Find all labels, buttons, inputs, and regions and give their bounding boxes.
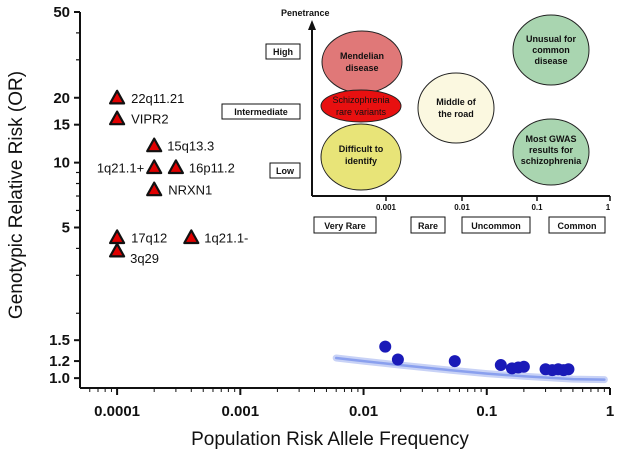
y-tick-label-15: 15 [53,117,70,134]
region-middle-of-the-road-line-2: the road [438,109,474,119]
x-tick-label-1: 1 [606,403,614,420]
y-tick-label-1-5: 1.5 [49,332,70,349]
gwas-point-7 [517,360,530,373]
y-tick-label-50: 50 [53,4,70,21]
cnv-marker-3q29 [108,242,126,258]
cnv-label-22q11-21: 22q11.21 [131,91,184,106]
inset-y-title: Penetrance [281,8,330,18]
y-axis: 1.01.2 1.5 5 10 15 20 50 [49,4,81,388]
inset-cat-very-rare: Very Rare [324,221,366,231]
y-tick-label-1-2: 1.2 [49,353,70,370]
region-most-gwas-results-line-1: Most GWAS [526,134,577,144]
region-schizophrenia-rare-variants: Schizophrenia rare variants [320,89,402,123]
x-tick-label-0-0001: 0.0001 [94,403,140,420]
gwas-point-1 [379,340,392,353]
cnv-marker-vipr2 [108,110,126,126]
y-tick-label-10: 10 [53,155,70,172]
region-unusual-for-common-disease-line-2: common [532,45,570,55]
region-most-gwas-results-shape [512,118,590,186]
cnv-marker-nrxn1 [146,181,163,197]
gwas-point-3 [448,355,461,368]
region-schizophrenia-rare-variants-shape [320,89,402,123]
region-difficult-to-identify-line-2: identify [345,156,377,166]
inset-cat-intermediate-box [221,103,301,120]
inset-tick-label-001: 0.01 [454,203,470,212]
penetrance-inset: Penetrance High Intermediate Low 0.001 0… [221,8,611,234]
region-difficult-to-identify-shape [320,123,402,191]
gwas-point-4 [494,359,507,372]
cnv-marker-22q11-21 [108,89,126,105]
region-unusual-for-common-disease-line-1: Unusual for [526,34,576,44]
cnv-label-16p11-2: 16p11.2 [189,160,235,175]
inset-cat-very-rare-box [313,216,377,234]
inset-cat-uncommon: Uncommon [471,221,521,231]
region-schizophrenia-rare-variants-line-2: rare variants [336,107,387,117]
x-tick-label-0-01: 0.01 [349,403,378,420]
region-unusual-for-common-disease-line-3: disease [534,56,567,66]
inset-cat-high: High [273,47,293,57]
inset-cat-intermediate: Intermediate [234,107,288,117]
region-mendelian-disease-line-1: Mendelian [340,51,384,61]
y-tick-label-5: 5 [62,220,70,237]
inset-cat-low: Low [276,166,295,176]
gwas-point-12 [562,363,575,376]
y-tick-label-20: 20 [53,90,70,107]
cnv-label-15q13-3: 15q13.3 [167,139,214,154]
inset-cat-uncommon-box [461,216,531,234]
cnv-points: 22q11.21 VIPR2 15q13.3 1q21.1+ 16p11.2 NRXN1 1… [97,89,248,266]
region-difficult-to-identify: Difficult to identify [320,123,402,191]
region-unusual-for-common-disease-shape [512,14,590,86]
inset-cat-common: Common [558,221,597,231]
region-middle-of-the-road: Middle of the road [417,72,495,144]
cnv-label-nrxn1: NRXN1 [168,183,212,198]
x-tick-label-0-1: 0.1 [476,403,497,420]
cnv-marker-1q21-1 [183,229,200,245]
inset-tick-label-0001: 0.001 [376,203,397,212]
inset-tick-label-1: 1 [606,203,611,212]
y-tick-label-1-0: 1.0 [49,370,70,387]
inset-cat-rare-box [410,216,446,234]
region-most-gwas-results-line-3: schizophrenia [521,156,583,166]
inset-cat-high-box [265,43,301,60]
region-schizophrenia-rare-variants-line-1: Schizophrenia [332,95,389,105]
cnv-label-17q12: 17q12 [131,230,167,245]
inset-tick-label-01: 0.1 [531,203,543,212]
region-difficult-to-identify-line-1: Difficult to [339,144,384,154]
inset-cat-rare: Rare [418,221,438,231]
region-mendelian-disease-shape [321,30,403,94]
cnv-marker-16p11-2 [167,159,184,175]
inset-cat-common-box [548,216,606,234]
cnv-label-3q29: 3q29 [130,251,159,266]
x-axis: 0.0001 0.001 0.01 0.1 1 [80,387,614,420]
threshold-curve [334,356,606,381]
cnv-label-vipr2: VIPR2 [131,112,169,127]
region-middle-of-the-road-shape [417,72,495,144]
cnv-marker-17q12 [108,229,126,245]
cnv-label-1q21-1: 1q21.1+ [97,160,144,175]
gwas-point-2 [391,353,404,366]
inset-cat-low-box [269,162,301,179]
region-middle-of-the-road-line-1: Middle of [436,97,476,107]
gwas-points [379,340,575,377]
cnv-marker-1q21-1 [146,159,163,175]
y-axis-title: Genotypic Relative Risk (OR) [6,71,27,319]
cnv-label-1q21-1: 1q21.1- [204,230,248,245]
x-axis-title: Population Risk Allele Frequency [191,429,469,450]
region-most-gwas-results: Most GWAS results for schizophrenia [512,118,590,186]
cnv-marker-15q13-3 [146,137,163,153]
inset-y-arrow [308,20,316,30]
x-tick-label-0-001: 0.001 [222,403,260,420]
region-most-gwas-results-line-2: results for [529,145,574,155]
region-mendelian-disease: Mendelian disease [321,30,403,94]
region-mendelian-disease-line-2: disease [345,63,378,73]
region-unusual-for-common-disease: Unusual for common disease [512,14,590,86]
threshold-curve-layer [332,354,608,384]
